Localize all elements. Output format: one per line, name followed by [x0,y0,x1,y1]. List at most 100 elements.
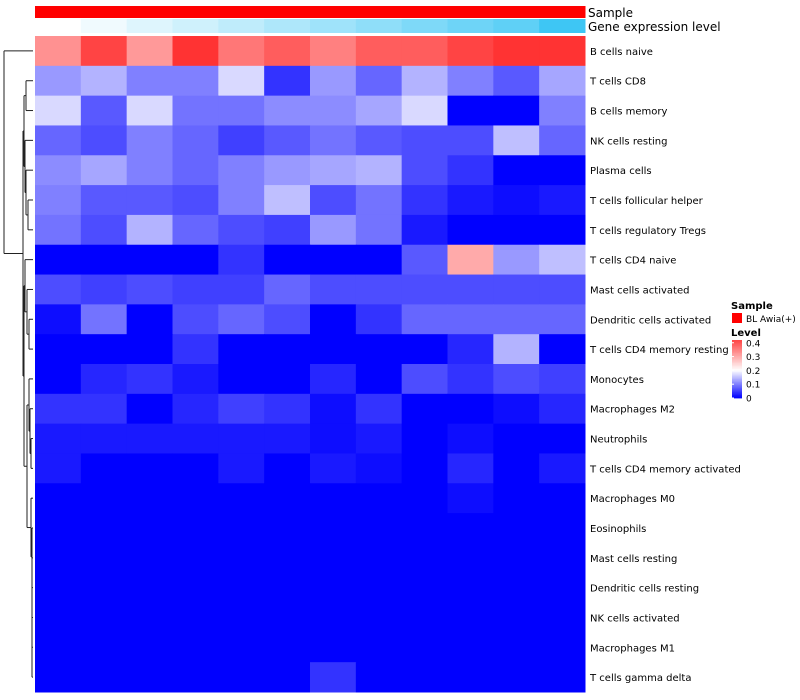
heatmap-cell [172,632,219,663]
heatmap-cell [493,334,540,365]
heatmap-cell [447,662,494,693]
level-colorbar-segment [732,376,742,379]
heatmap-cell [218,662,265,693]
sample-annotation-cell [218,6,265,18]
heatmap-cell [126,304,173,335]
expression-annotation-cell [126,19,173,33]
heatmap-cell [218,483,265,514]
heatmap-cell [447,155,494,186]
heatmap-cell [264,334,311,365]
expression-annotation-cell [264,19,311,33]
level-colorbar-segment [732,342,742,345]
heatmap-cell [218,364,265,395]
heatmap-cell [264,214,311,246]
heatmap-cell [126,364,173,395]
heatmap-cell [401,274,448,305]
heatmap-cell [401,513,448,544]
heatmap-cell [493,423,540,454]
heatmap-cell [264,155,311,186]
heatmap-cell [401,542,448,574]
level-colorbar-segment [732,382,742,384]
heatmap-cell [264,304,311,335]
level-colorbar-segment [732,355,742,358]
heatmap-cell [218,244,265,276]
heatmap-cell [310,95,357,126]
sample-annotation-cell [172,6,219,18]
heatmap-cell [80,632,128,663]
heatmap-cell [126,662,173,693]
heatmap-cell [539,65,586,97]
heatmap-cell [218,125,265,156]
heatmap-cell [447,632,494,663]
heatmap-cell [355,483,403,514]
heatmap-cell [218,632,265,663]
heatmap-cell [539,364,586,395]
row-label: Neutrophils [590,435,647,446]
heatmap-cell [401,36,448,67]
heatmap-cell [172,393,219,425]
heatmap-cell [172,185,219,216]
heatmap-cell [447,513,494,544]
heatmap-cell [539,36,586,67]
row-label: T cells follicular helper [589,196,704,207]
level-tick-label: 0 [746,395,752,405]
heatmap-cell [447,483,494,514]
heatmap-cell [539,453,586,484]
heatmap-cell [126,542,173,574]
heatmap-cell [355,274,403,305]
level-colorbar-segment [732,345,742,348]
heatmap-cell [126,602,173,633]
heatmap-cell [401,393,448,425]
level-colorbar-segment [732,380,742,383]
level-colorbar-segment [732,379,742,381]
heatmap-cell [355,214,403,246]
heatmap-cell [264,125,311,156]
heatmap-cell [355,125,403,156]
heatmap-cell [355,602,403,633]
heatmap-cell [172,65,219,97]
heatmap-cell [447,214,494,246]
heatmap-cell [493,65,540,97]
heatmap-cell [172,423,219,454]
level-colorbar-segment [732,350,742,352]
level-colorbar-segment [732,366,742,368]
row-label: Mast cells resting [590,554,677,565]
heatmap-cell [310,393,357,425]
heatmap-cell [264,244,311,276]
level-colorbar-segment [732,383,742,386]
heatmap-cell [539,185,586,216]
heatmap-cell [447,65,494,97]
row-label: T cells CD4 naive [589,256,676,267]
level-colorbar-segment [732,341,742,344]
heatmap-cell [539,542,586,574]
heatmap-cell [493,393,540,425]
level-colorbar-segment [732,396,742,399]
heatmap-cell [310,662,357,693]
heatmap-cell [35,36,82,67]
heatmap-cell [310,632,357,663]
heatmap-cell [126,513,173,544]
heatmap-cell [493,214,540,246]
heatmap-cell [264,393,311,425]
heatmap-cell [264,602,311,633]
heatmap-cell [310,513,357,544]
heatmap-cell [264,662,311,693]
heatmap-cell [355,393,403,425]
heatmap-cell [35,602,82,633]
heatmap-cell [264,423,311,454]
row-label: NK cells activated [590,613,680,624]
heatmap-cell [447,244,494,276]
heatmap-cell [493,155,540,186]
heatmap-cell [401,483,448,514]
heatmap-cell [126,274,173,305]
level-colorbar-segment [732,392,742,395]
heatmap-cell [493,304,540,335]
heatmap-cell [218,572,265,604]
heatmap-cell [401,185,448,216]
heatmap-cell [172,214,219,246]
heatmap-cell [401,662,448,693]
level-colorbar-segment [732,386,742,389]
heatmap-cell [539,393,586,425]
heatmap-cell [218,185,265,216]
level-colorbar-segment [732,371,742,374]
